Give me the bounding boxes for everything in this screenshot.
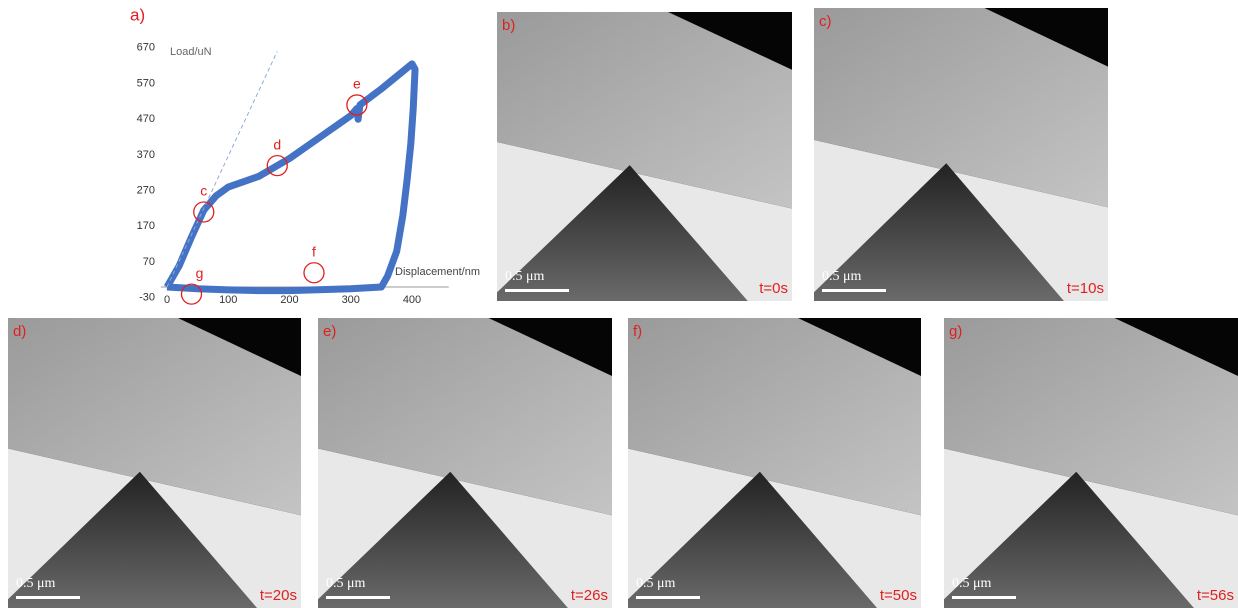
- annotation-label: f: [312, 243, 316, 259]
- panel-label: g): [949, 323, 962, 340]
- annotation-label: d: [273, 136, 281, 152]
- y-tick-label: 470: [137, 113, 155, 125]
- scale-label: 0.5 μm: [822, 269, 862, 284]
- x-tick-label: 200: [280, 294, 298, 306]
- y-tick-label: 270: [137, 185, 155, 197]
- scale-label: 0.5 μm: [16, 576, 56, 591]
- x-tick-label: 100: [219, 294, 237, 306]
- annotation-label: e: [353, 76, 361, 92]
- panel-label: e): [323, 323, 336, 340]
- scale-bar: [326, 596, 390, 599]
- y-tick-label: 70: [143, 256, 155, 268]
- scale-bar: [636, 596, 700, 599]
- time-label: t=50s: [880, 587, 917, 604]
- figure: a) Load/uN Displacement/nm -30 70 170 270 370 47…: [0, 0, 1238, 608]
- time-label: t=10s: [1067, 280, 1104, 297]
- scale-bar: [16, 596, 80, 599]
- tem-image: 0.5 μm e) t=26s: [318, 318, 612, 608]
- annotation-label: c: [200, 183, 207, 199]
- scale-bar: [822, 289, 886, 292]
- x-tick-label: 400: [403, 294, 421, 306]
- y-tick-label: -30: [139, 292, 155, 304]
- x-tick-label: 0: [164, 294, 170, 306]
- time-label: t=26s: [571, 587, 608, 604]
- y-tick-label: 670: [137, 42, 155, 54]
- y-tick-label: 370: [137, 149, 155, 161]
- x-axis-label: Displacement/nm: [395, 266, 480, 278]
- scale-label: 0.5 μm: [505, 269, 545, 284]
- y-tick-label: 570: [137, 77, 155, 89]
- x-tick-label: 300: [342, 294, 360, 306]
- tem-image: 0.5 μm f) t=50s: [628, 318, 921, 608]
- load-curve: [167, 64, 415, 291]
- time-label: t=0s: [759, 280, 788, 297]
- tem-image: 0.5 μm d) t=20s: [8, 318, 301, 608]
- panel-label: d): [13, 323, 26, 340]
- time-label: t=20s: [260, 587, 297, 604]
- panel-label: b): [502, 17, 515, 34]
- annotation-circle: [304, 263, 324, 283]
- panel-label: a): [130, 5, 145, 24]
- scale-label: 0.5 μm: [952, 576, 992, 591]
- tem-image: 0.5 μm g) t=56s: [944, 318, 1238, 608]
- tem-image: 0.5 μm c) t=10s: [814, 8, 1108, 301]
- scale-bar: [505, 289, 569, 292]
- y-tick-label: 170: [137, 220, 155, 232]
- panel-label: f): [633, 323, 642, 340]
- scale-bar: [952, 596, 1016, 599]
- time-label: t=56s: [1197, 587, 1234, 604]
- annotation-label: g: [196, 265, 204, 281]
- scale-label: 0.5 μm: [326, 576, 366, 591]
- panel-label: c): [819, 13, 832, 30]
- y-axis-label: Load/uN: [170, 46, 212, 58]
- scale-label: 0.5 μm: [636, 576, 676, 591]
- tem-image: 0.5 μm b) t=0s: [497, 12, 792, 301]
